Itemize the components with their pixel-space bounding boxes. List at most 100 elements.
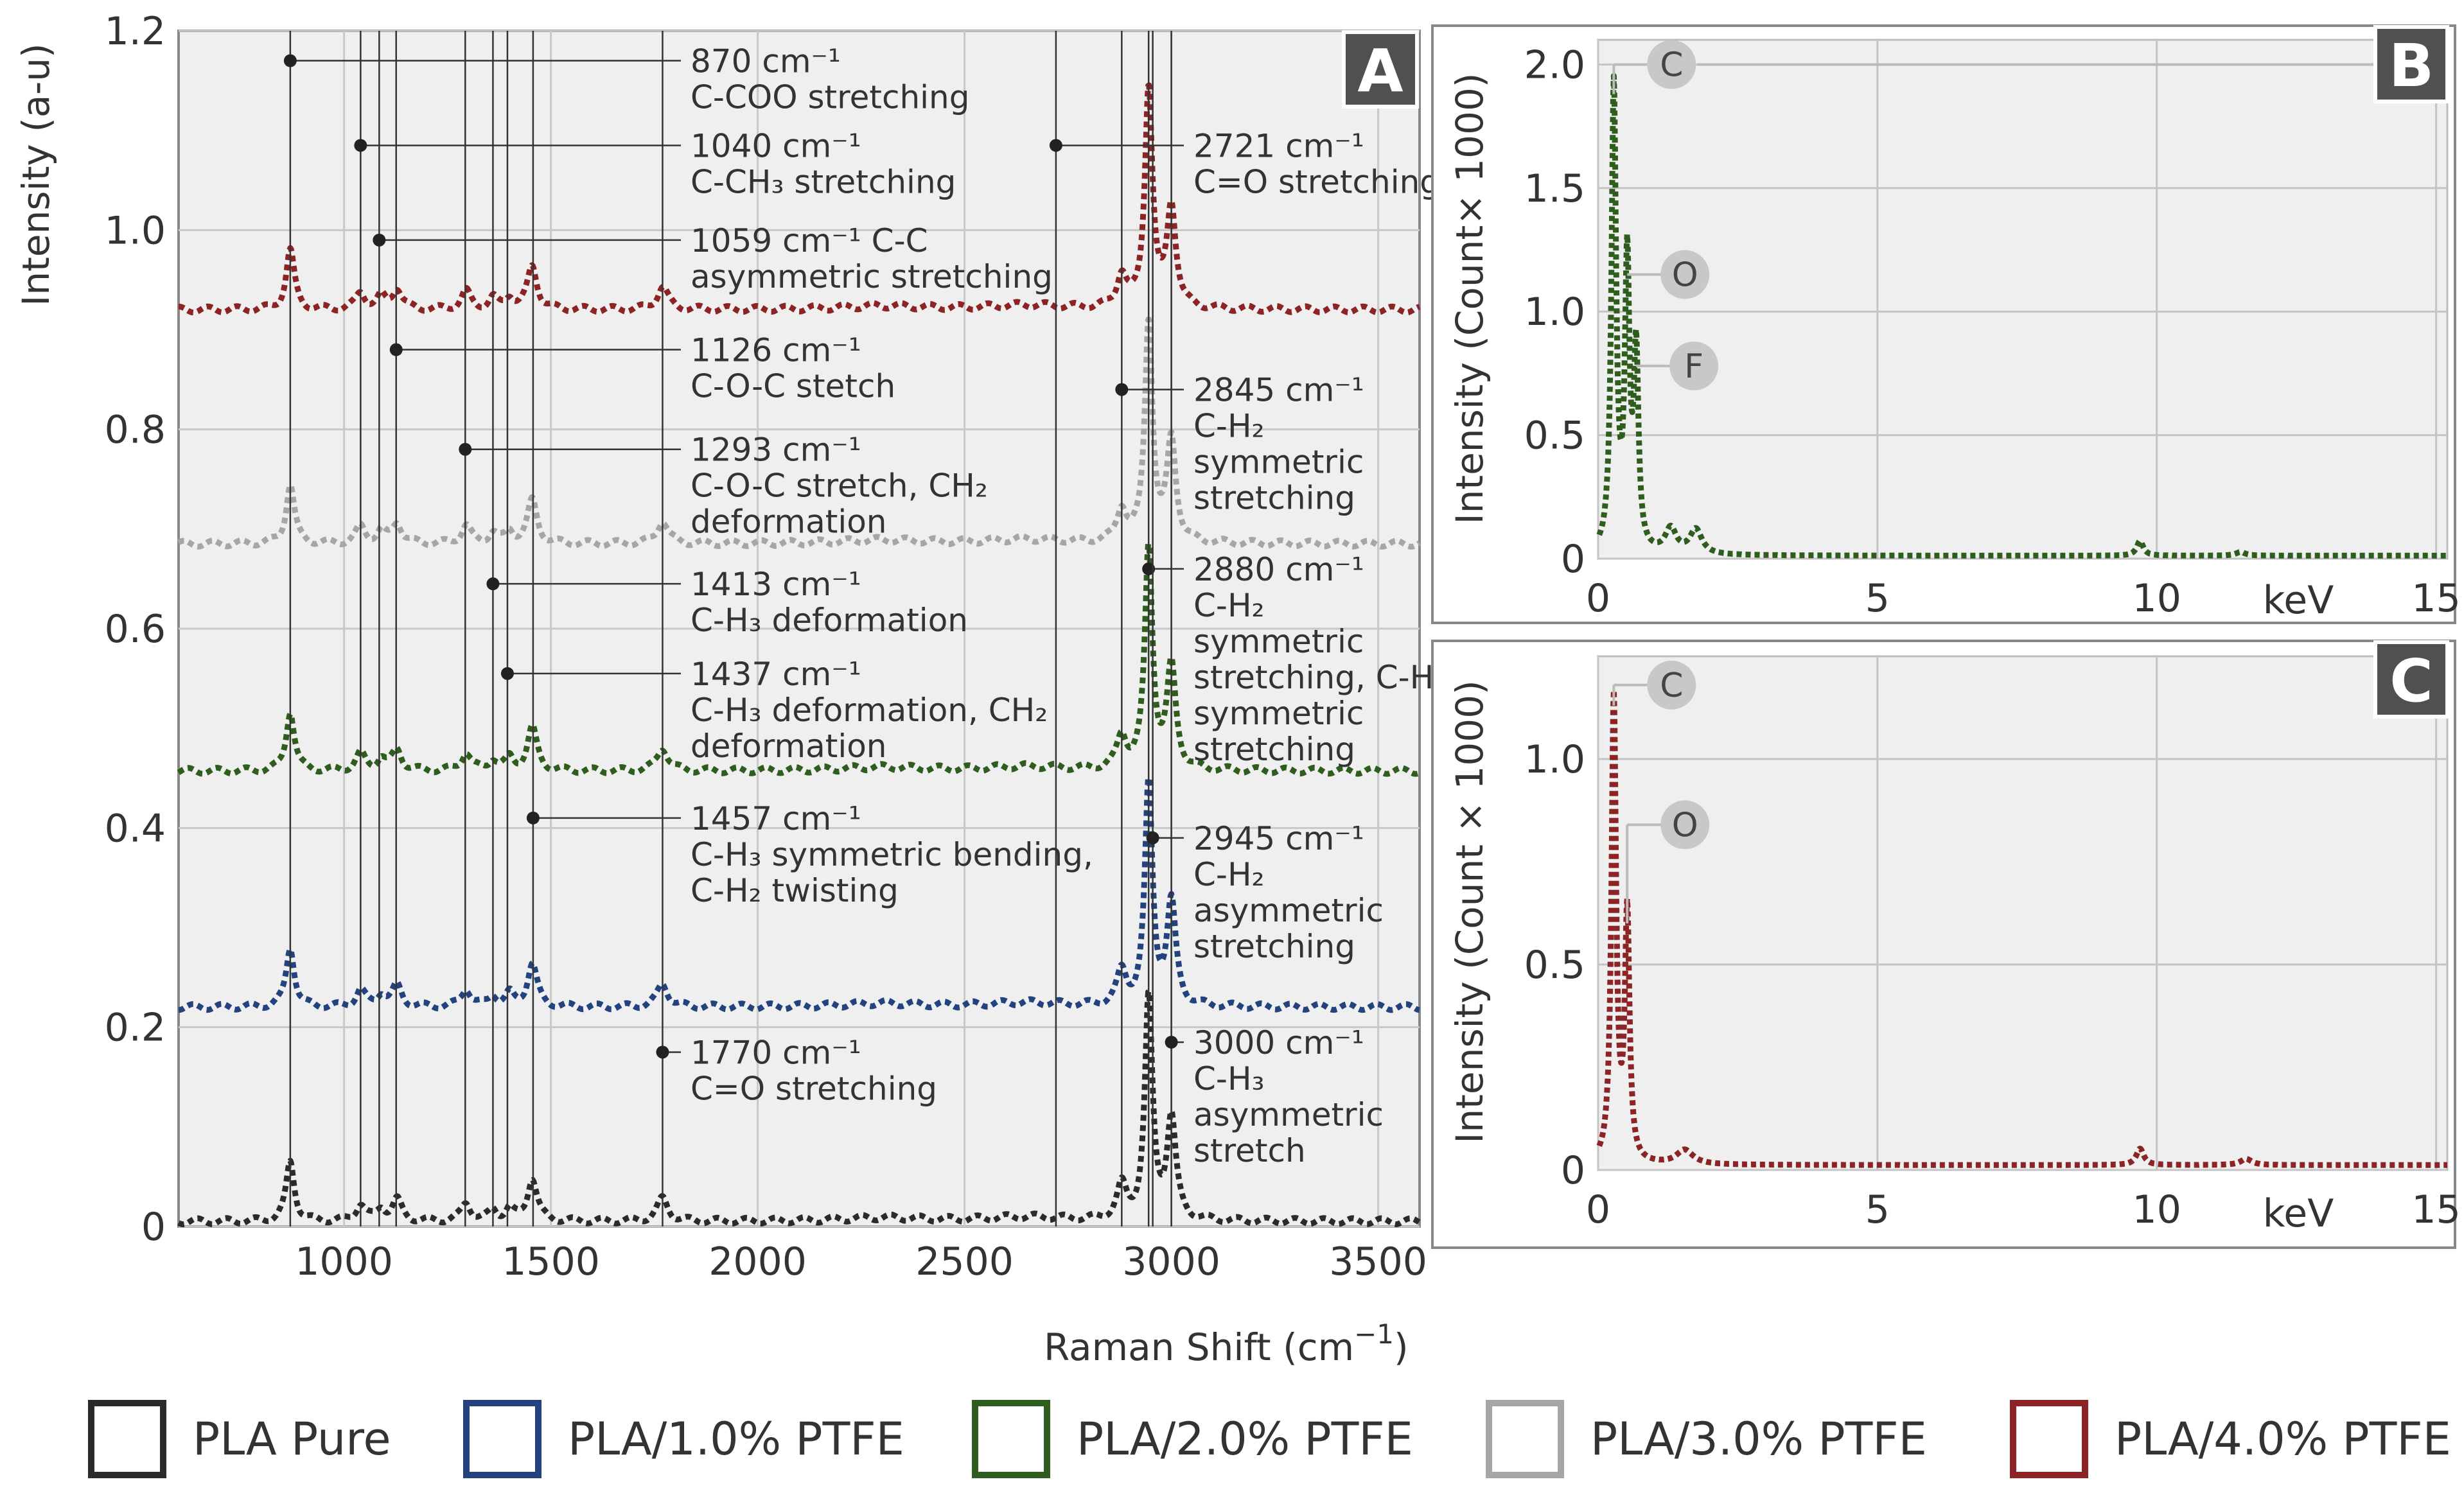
annotation-text-12-1: C-H₂ bbox=[1193, 856, 1265, 893]
panel-b-element-label-c: C bbox=[1660, 46, 1683, 84]
panel-c-plot-area bbox=[1597, 655, 2449, 1171]
panel-a-annotations: 870 cm⁻¹C-COO stretching 1040 cm⁻¹C-CH₃ s… bbox=[283, 31, 1440, 1227]
panel-a-y-tick-0: 0 bbox=[141, 1205, 166, 1250]
panel-a-badge-box bbox=[1342, 30, 1419, 109]
panel-c-eds-spectrum: CO 0 5 10 15 00.51.0 keV Intensity (Count ×… bbox=[1431, 640, 2461, 1249]
annotation-text-10-2: symmetric bbox=[1193, 444, 1364, 481]
annotation-dot-0 bbox=[283, 54, 297, 67]
panel-a-y-tick-2: 0.4 bbox=[105, 806, 166, 851]
annotation-text-7-1: C-H₃ symmetric bending, bbox=[691, 836, 1093, 873]
annotation-text-13-2: asymmetric bbox=[1193, 1096, 1384, 1133]
panel-b-plot-area bbox=[1597, 39, 2449, 560]
panel-a-y-tick-3: 0.6 bbox=[105, 607, 166, 652]
panel-c-x-unit: keV bbox=[2263, 1191, 2334, 1236]
panel-c-element-badge-o bbox=[1660, 800, 1710, 850]
annotation-text-10-0: 2845 cm⁻¹ bbox=[1193, 372, 1364, 409]
annotation-text-11-2: symmetric bbox=[1193, 623, 1364, 660]
annotation-text-12-2: asymmetric bbox=[1193, 892, 1384, 929]
panel-b-x-tick-15: 15 bbox=[2411, 576, 2460, 621]
annotation-dot-4 bbox=[459, 442, 472, 456]
annotation-dot-3 bbox=[389, 343, 403, 356]
annotation-text-5-0: 1413 cm⁻¹ bbox=[691, 566, 861, 603]
annotation-text-7-2: C-H₂ twisting bbox=[691, 872, 899, 909]
annotation-dot-10 bbox=[1115, 383, 1129, 396]
panel-a-series bbox=[176, 82, 1422, 1227]
x-axis-label-sup: −1 bbox=[1354, 1318, 1394, 1350]
x-axis-label-close: ) bbox=[1394, 1325, 1409, 1369]
series-line-pla-4-0-ptfe bbox=[176, 82, 1422, 316]
annotation-text-0-0: 870 cm⁻¹ bbox=[691, 43, 841, 80]
annotation-text-10-3: stretching bbox=[1193, 480, 1355, 517]
legend-label-pla-4-0-ptfe: PLA/4.0% PTFE bbox=[2115, 1413, 2451, 1465]
annotation-text-4-1: C-O-C stretch, CH₂ bbox=[691, 467, 988, 505]
annotation-dot-7 bbox=[526, 811, 540, 825]
annotation-text-6-2: deformation bbox=[691, 728, 887, 765]
annotation-dot-6 bbox=[500, 667, 514, 680]
panel-a-x-tick-2500: 2500 bbox=[915, 1239, 1014, 1284]
panel-b-x-unit: keV bbox=[2263, 578, 2334, 623]
annotation-text-8-1: C=O stretching bbox=[691, 1070, 937, 1107]
panel-a-y-axis-label-text: Intensity (a-u) bbox=[14, 43, 58, 306]
panel-c-x-tick-0: 0 bbox=[1586, 1187, 1610, 1232]
panel-b-badge-box bbox=[2373, 25, 2449, 103]
panel-a-x-tick-2000: 2000 bbox=[708, 1239, 807, 1284]
annotation-dot-2 bbox=[373, 233, 386, 247]
series-line-pla-2-0-ptfe bbox=[176, 541, 1422, 777]
panel-b-y-tick-4: 2.0 bbox=[1524, 42, 1585, 87]
annotation-text-12-0: 2945 cm⁻¹ bbox=[1193, 820, 1364, 857]
annotation-text-6-1: C-H₃ deformation, CH₂ bbox=[691, 692, 1048, 729]
panel-b-eds-spectrum: C O F 0 5 10 15 0 0.5 1.0 1.5 2.0 keV Intensity (… bbox=[1431, 24, 2461, 624]
annotation-text-11-0: 2880 cm⁻¹ bbox=[1193, 551, 1364, 588]
annotation-dot-5 bbox=[486, 577, 500, 591]
panel-b-x-tick-5: 5 bbox=[1865, 576, 1890, 621]
panel-b-y-ticks: 0 0.5 1.0 1.5 2.0 bbox=[1524, 42, 1585, 582]
panel-c-label-badge: C bbox=[2373, 640, 2449, 719]
panel-b-element-badge-c bbox=[1647, 40, 1696, 89]
annotation-dot-9 bbox=[1049, 139, 1062, 152]
panel-b-element-labels: C O F bbox=[1612, 40, 2377, 390]
panel-c-badge-box bbox=[2373, 640, 2449, 719]
panel-b-y-tick-1: 0.5 bbox=[1524, 414, 1585, 458]
annotation-text-12-3: stretching bbox=[1193, 928, 1355, 965]
panel-a-x-tick-1500: 1500 bbox=[502, 1239, 600, 1284]
panel-a-raman-spectrum: 870 cm⁻¹C-COO stretching 1040 cm⁻¹C-CH₃ s… bbox=[14, 9, 1440, 1369]
panel-b-x-ticks: 0 5 10 15 bbox=[1586, 576, 2461, 621]
panel-b-series bbox=[1596, 73, 2450, 559]
legend-swatch-pla-4-0-ptfe bbox=[2010, 1400, 2088, 1478]
panel-b-element-badge-f bbox=[1669, 341, 1719, 390]
annotation-text-2-1: asymmetric stretching bbox=[691, 258, 1053, 295]
panel-c-gridlines bbox=[1597, 656, 2447, 1171]
annotation-text-11-3: stretching, C-H bbox=[1193, 659, 1434, 696]
panel-c-series bbox=[1596, 687, 2450, 1168]
panel-a-x-ticks: 1000 1500 2000 2500 3000 3500 bbox=[295, 1239, 1427, 1284]
annotation-text-11-4: symmetric bbox=[1193, 695, 1364, 732]
panel-b-y-tick-3: 1.5 bbox=[1524, 166, 1585, 211]
legend-label-pla-pure: PLA Pure bbox=[193, 1413, 391, 1465]
annotation-text-6-0: 1437 cm⁻¹ bbox=[691, 656, 861, 693]
annotation-text-4-0: 1293 cm⁻¹ bbox=[691, 432, 861, 469]
panel-c-element-label-o: O bbox=[1672, 806, 1698, 844]
annotation-text-4-2: deformation bbox=[691, 503, 887, 541]
annotation-dot-13 bbox=[1165, 1035, 1178, 1049]
panel-c-y-tick-1: 0.5 bbox=[1524, 943, 1585, 988]
panel-a-x-tick-1000: 1000 bbox=[295, 1239, 393, 1284]
annotation-text-7-0: 1457 cm⁻¹ bbox=[691, 800, 861, 837]
panel-c-element-badge-c bbox=[1647, 660, 1696, 710]
annotation-text-9-1: C=O stretching bbox=[1193, 163, 1440, 200]
annotation-text-11-1: C-H₂ bbox=[1193, 587, 1265, 624]
panel-c-x-tick-5: 5 bbox=[1865, 1187, 1890, 1232]
legend-label-pla-1-0-ptfe: PLA/1.0% PTFE bbox=[568, 1413, 904, 1465]
annotation-text-8-0: 1770 cm⁻¹ bbox=[691, 1034, 861, 1071]
panel-a-gridlines bbox=[179, 30, 1420, 1228]
annotation-text-10-1: C-H₂ bbox=[1193, 408, 1265, 445]
legend-label-pla-2-0-ptfe: PLA/2.0% PTFE bbox=[1077, 1413, 1413, 1465]
annotation-text-5-1: C-H₃ deformation bbox=[691, 602, 968, 639]
panel-b-x-tick-10: 10 bbox=[2133, 576, 2181, 621]
panel-c-x-tick-10: 10 bbox=[2133, 1187, 2181, 1232]
panel-a-x-tick-3000: 3000 bbox=[1122, 1239, 1220, 1284]
panel-b-badge-text: B bbox=[2389, 31, 2434, 100]
panel-a-y-axis-label: Intensity (a-u) bbox=[14, 43, 58, 306]
annotation-text-2-0: 1059 cm⁻¹ C-C bbox=[691, 222, 928, 259]
legend-swatch-pla-1-0-ptfe bbox=[463, 1400, 541, 1478]
